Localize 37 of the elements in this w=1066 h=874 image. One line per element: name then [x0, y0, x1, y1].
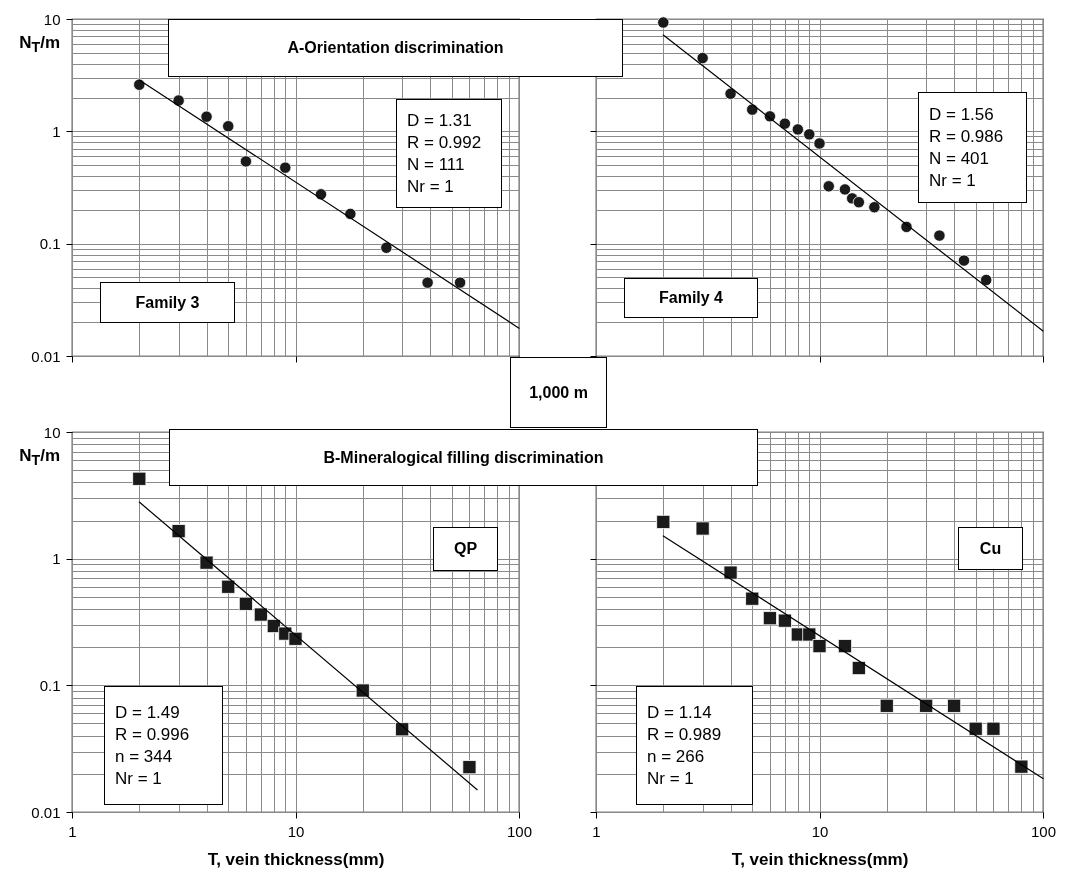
- x-tick-label: 1: [68, 822, 77, 840]
- y-tick-label: 0.1: [39, 676, 61, 694]
- y-tick-label: 0.01: [30, 347, 61, 365]
- y-tick-label: 10: [43, 423, 61, 441]
- x-axis-title: T, vein thickness(mm): [207, 849, 385, 869]
- y-tick-label: 0.1: [39, 234, 61, 252]
- annotation: D = 1.14 R = 0.989 n = 266 Nr = 1: [647, 701, 722, 790]
- y-tick-label: 10: [43, 10, 61, 28]
- label-box: B-Mineralogical filling discrimination: [169, 429, 758, 486]
- y-axis-title: N$_{T}$/m: [18, 33, 60, 56]
- annotation: QP: [453, 540, 478, 558]
- annotation: Cu: [979, 539, 1002, 558]
- label-box: D = 1.49 R = 0.996 n = 344 Nr = 1: [104, 686, 223, 805]
- y-tick-label: 0.01: [30, 803, 61, 821]
- label-box: Cu: [958, 527, 1023, 570]
- annotation: D = 1.31 R = 0.992 N = 111 Nr = 1: [407, 109, 482, 198]
- annotation: D = 1.49 R = 0.996 n = 344 Nr = 1: [115, 701, 190, 790]
- x-axis-title: T, vein thickness(mm): [731, 849, 909, 869]
- x-tick-label: 10: [811, 822, 829, 840]
- y-tick-label: 1: [51, 549, 61, 567]
- label-box: Family 3: [100, 282, 235, 323]
- label-box: D = 1.14 R = 0.989 n = 266 Nr = 1: [636, 686, 753, 805]
- label-box: Family 4: [624, 278, 758, 318]
- x-tick-label: 100: [1030, 822, 1056, 840]
- annotation: Family 4: [658, 289, 724, 307]
- label-box: QP: [433, 527, 498, 571]
- label-box: D = 1.31 R = 0.992 N = 111 Nr = 1: [396, 99, 502, 208]
- label-box: 1,000 m: [510, 357, 607, 428]
- annotation: Family 3: [135, 293, 200, 312]
- y-axis-title: N$_{T}$/m: [18, 446, 60, 469]
- annotation: D = 1.56 R = 0.986 N = 401 Nr = 1: [929, 103, 1004, 192]
- label-box: D = 1.56 R = 0.986 N = 401 Nr = 1: [918, 92, 1027, 203]
- x-tick-label: 1: [592, 822, 601, 840]
- x-tick-label: 100: [506, 822, 532, 840]
- y-tick-label: 1: [51, 122, 61, 140]
- label-box: A-Orientation discrimination: [168, 19, 623, 77]
- x-tick-label: 10: [287, 822, 305, 840]
